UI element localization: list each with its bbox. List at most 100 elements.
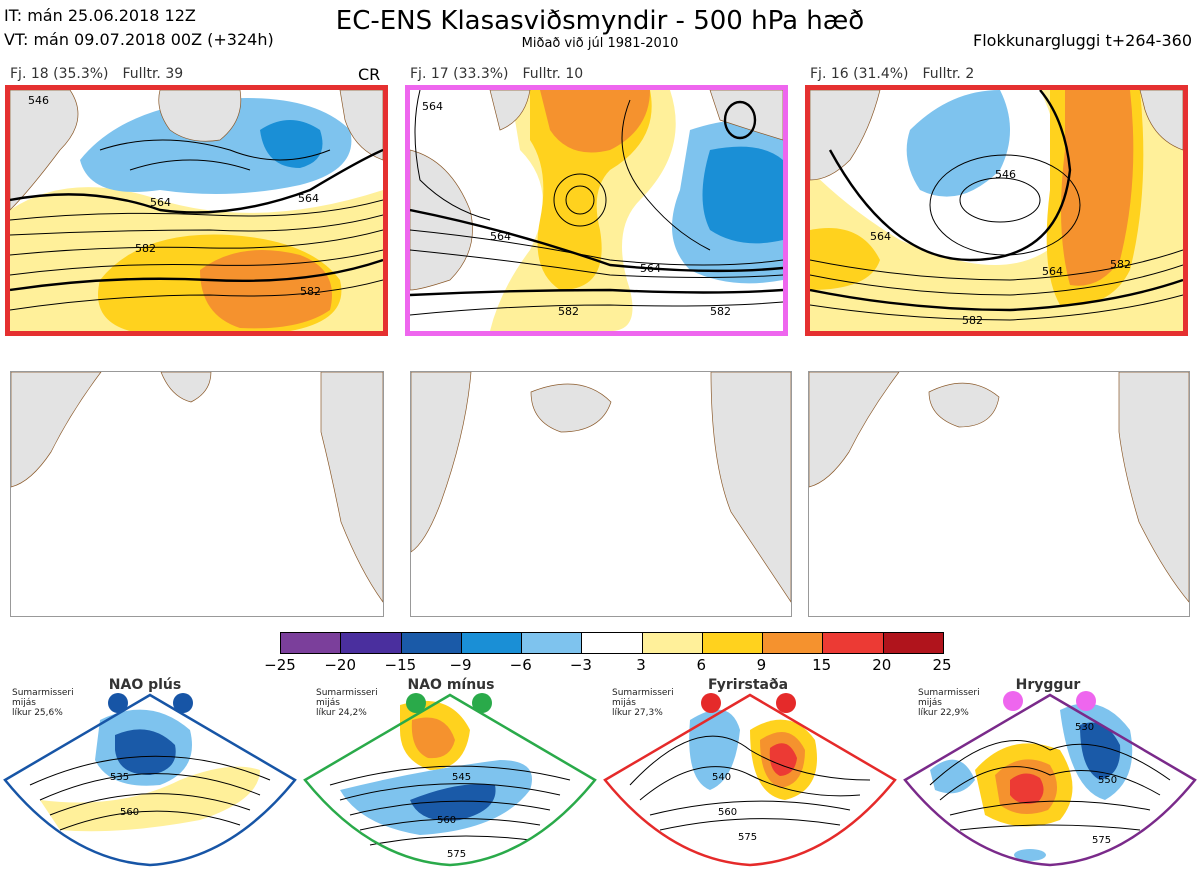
anomaly-negative-light (906, 90, 1010, 197)
panel-2-label: Fj. 17 (33.3%) Fulltr. 10 (410, 66, 597, 82)
arctic-land (160, 371, 212, 403)
regime-1-contours (29, 755, 271, 831)
contour-label-5: 546 (28, 94, 49, 107)
colorbar-swatch (521, 633, 582, 653)
colorbar-swatch (460, 633, 522, 653)
regime-3-contour-label-3: 575 (738, 832, 757, 843)
base-map-2[interactable] (410, 371, 792, 617)
regime-2-contour-label-2: 560 (437, 815, 456, 826)
regime-3-desc: mijás (612, 698, 636, 708)
cluster-map-1[interactable]: 564 564 582 582 546 (5, 85, 388, 336)
iceland-land (530, 383, 612, 433)
colorbar-tick-label: 3 (636, 656, 646, 674)
regime-2-positive-strong (411, 717, 455, 759)
contour-label-3: 582 (135, 242, 156, 255)
regime-3-frame (603, 693, 897, 867)
contour-lines (810, 154, 1183, 321)
regime-4-frame (903, 693, 1197, 867)
colorbar-tick-label: 25 (932, 656, 952, 674)
valid-time: VT: mán 09.07.2018 00Z (+324h) (4, 30, 274, 49)
regime-2-frame (303, 693, 597, 867)
cluster-map-3[interactable]: 546 564 564 582 582 (805, 85, 1188, 336)
regime-4-name: Hryggur (1015, 677, 1081, 693)
regime-4-dot-left (1003, 691, 1023, 711)
greenland-land (10, 371, 102, 488)
regime-3-name: Fyrirstaða (707, 677, 789, 693)
colorbar-swatch (882, 633, 943, 653)
contour-label-3: 564 (422, 100, 443, 113)
regime-4-prob: líkur 22,9% (918, 708, 969, 718)
contour-lines (10, 139, 383, 311)
regime-1-dot-right (173, 693, 193, 713)
panel-1-label: Fj. 18 (35.3%) Fulltr. 39 (10, 66, 197, 82)
regime-4-map[interactable]: 530 550 575 (900, 690, 1200, 870)
regime-3-caption: Sumarmisseri mijás líkur 27,3% (612, 688, 692, 718)
regime-4-negative-strong (1080, 722, 1121, 780)
base-map-1[interactable] (10, 371, 384, 617)
cluster-map-2[interactable]: 564 564 564 582 582 (405, 85, 788, 336)
regime-3-contours (629, 735, 871, 831)
regime-2-season: Sumarmisseri (316, 688, 378, 698)
regime-3-season: Sumarmisseri (612, 688, 674, 698)
regime-4-desc: mijás (918, 698, 942, 708)
regime-4-contour-label-1: 530 (1075, 722, 1094, 733)
regime-2-map[interactable]: 545 560 575 (300, 690, 600, 870)
cluster-map-1-svg: 564 564 582 582 546 (10, 90, 383, 331)
colorbar-swatch (701, 633, 763, 653)
colorbar (280, 632, 944, 654)
panel-3-representative: Fulltr. 2 (922, 66, 975, 82)
scandinavia-land (709, 90, 783, 141)
colorbar-swatch (822, 633, 883, 653)
greenland-land (10, 90, 79, 211)
regime-4-contour-label-3: 575 (1092, 835, 1111, 846)
panel-1-representative: Fulltr. 39 (122, 66, 184, 82)
contour-label-1: 564 (490, 230, 511, 243)
regime-1-desc: mijás (12, 698, 36, 708)
regime-2-dot-right (472, 693, 492, 713)
base-map-3[interactable] (808, 371, 1190, 617)
base-map-2-svg (410, 371, 792, 604)
regime-2-caption: Sumarmisseri mijás líkur 24,2% (316, 688, 396, 718)
regime-3-contour-label-2: 560 (718, 807, 737, 818)
regime-1-name: NAO plús (108, 677, 182, 693)
regime-2-prob: líkur 24,2% (316, 708, 367, 718)
colorbar-tick-label: −6 (509, 656, 532, 674)
regime-1-caption: Sumarmisseri mijás líkur 25,6% (12, 688, 92, 718)
anomaly-positive-mid-west (810, 228, 880, 290)
contour-label-4: 582 (300, 285, 321, 298)
colorbar-swatch (581, 633, 642, 653)
europe-land (320, 371, 384, 604)
colorbar-tick-label: 6 (696, 656, 707, 674)
regime-1-map[interactable]: 535 560 (0, 690, 300, 870)
classification-window: Flokkunargluggi t+264-360 (973, 31, 1192, 50)
panel-1-tag: CR (358, 65, 381, 84)
contour-label-2: 564 (298, 192, 319, 205)
colorbar-tick-label: −25 (264, 656, 296, 674)
cluster-map-2-svg: 564 564 564 582 582 (410, 90, 783, 331)
thick-contours (10, 148, 383, 292)
colorbar-swatch (340, 633, 401, 653)
regime-2-contour-label-3: 575 (447, 849, 466, 860)
contour-label-5: 582 (1110, 258, 1131, 271)
cluster-map-3-svg: 546 564 564 582 582 (810, 90, 1183, 331)
regime-4-caption: Sumarmisseri mijás líkur 22,9% (918, 688, 998, 718)
panel-2-representative: Fulltr. 10 (522, 66, 584, 82)
thick-contours (410, 100, 783, 297)
iceland-land (928, 382, 1000, 428)
regime-4-season: Sumarmisseri (918, 688, 980, 698)
contour-label-3: 564 (1042, 265, 1063, 278)
scandinavia-land (1139, 90, 1183, 151)
regime-1-negative-strong (115, 729, 176, 775)
regime-2-contour-label-1: 545 (452, 772, 471, 783)
page-title: EC-ENS Klasasviðsmyndir - 500 hPa hæð (335, 6, 865, 36)
colorbar-swatch (281, 633, 341, 653)
base-map-3-svg (808, 371, 1190, 603)
regime-3-map[interactable]: 540 560 575 (600, 690, 900, 870)
regime-1-contour-label-2: 560 (120, 807, 139, 818)
regime-2-dot-left (406, 693, 426, 713)
colorbar-tick-label: −20 (324, 656, 356, 674)
regime-2-name: NAO mínus (407, 677, 495, 693)
panel-1-cluster: Fj. 18 (35.3%) (10, 66, 109, 82)
contour-label-2: 564 (640, 262, 661, 275)
scandinavia-land (339, 90, 383, 161)
